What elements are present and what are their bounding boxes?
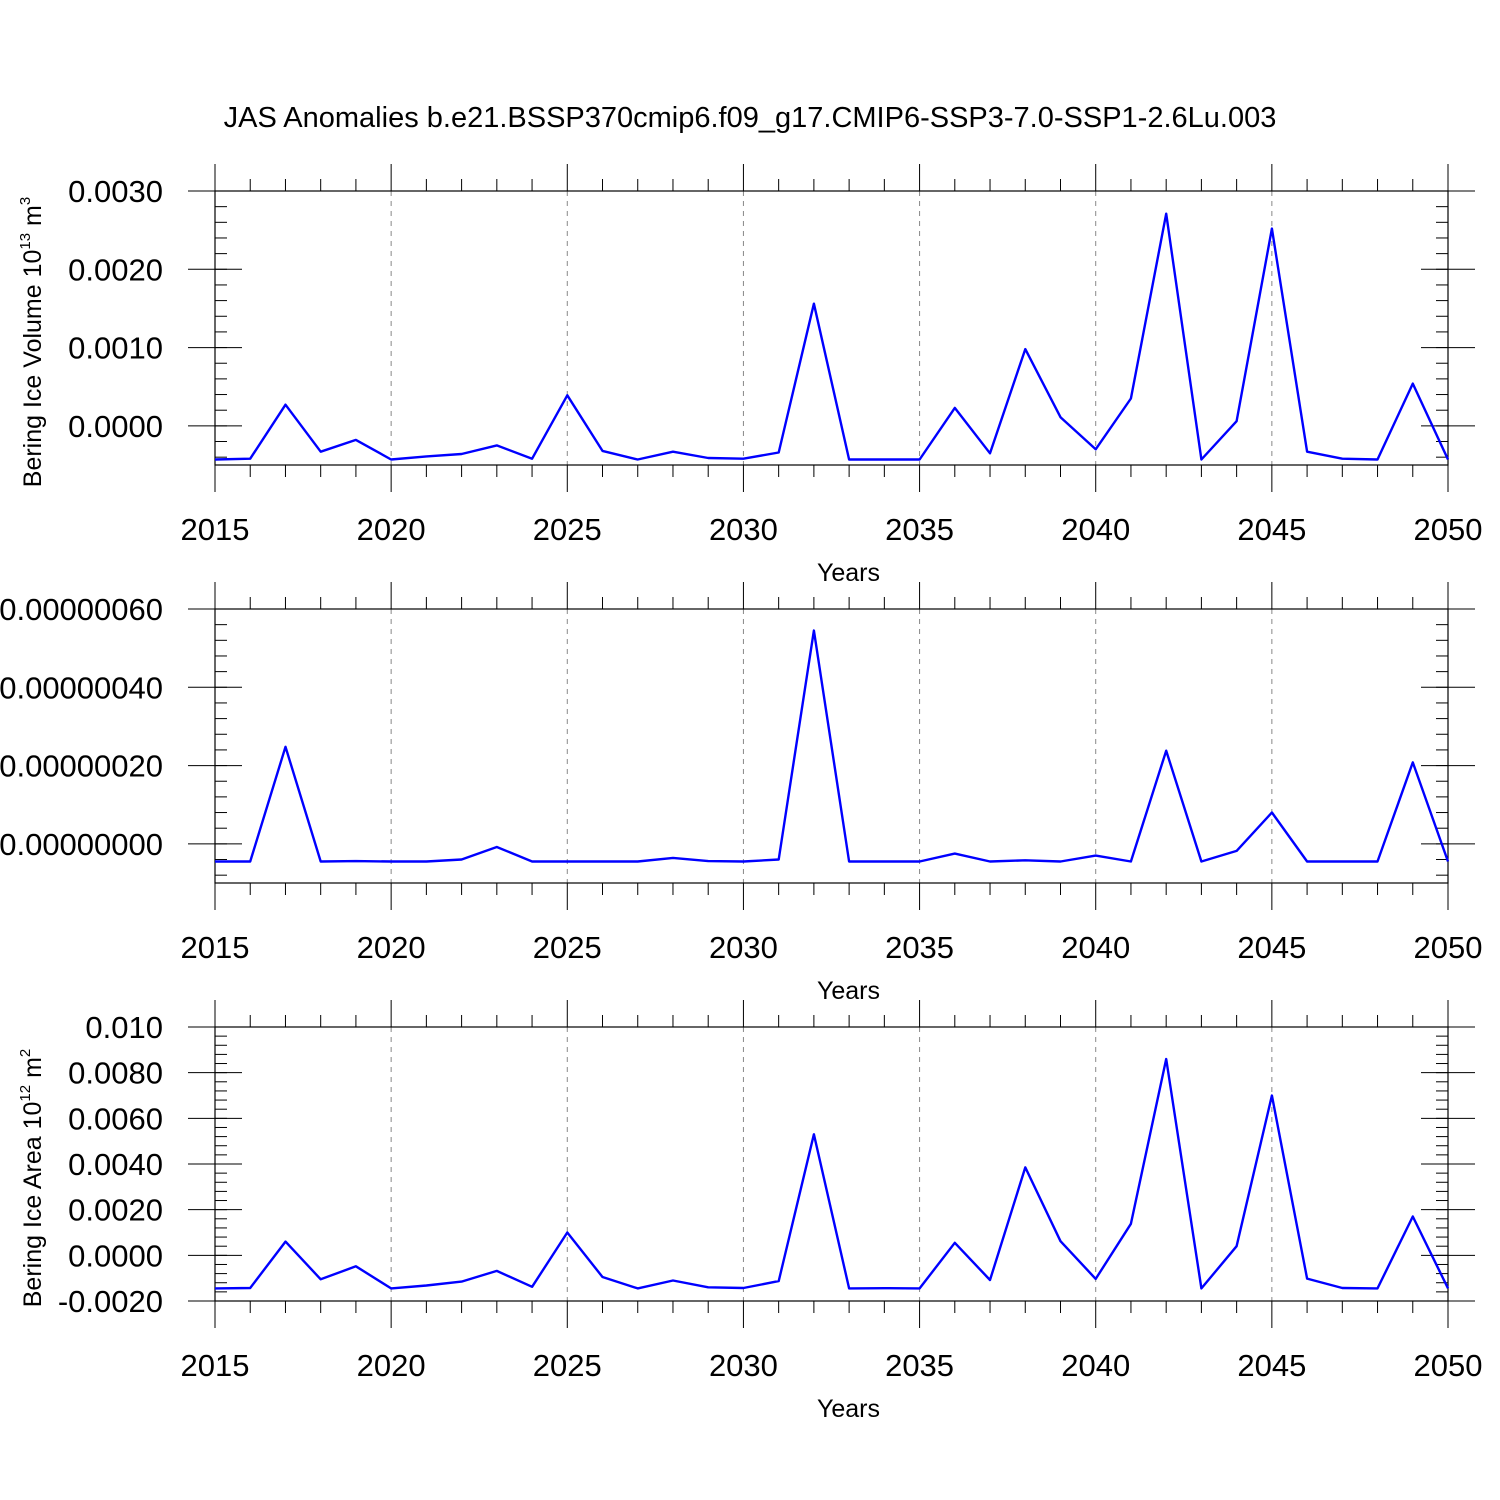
y-tick-label: 0.00000000 bbox=[0, 827, 163, 862]
x-tick-label: 2040 bbox=[1061, 512, 1130, 547]
panel-bering-ice-area: 2015 2020 2025 2030 2035 2040 2045 2050 -0.0020 0… bbox=[17, 1000, 1482, 1423]
x-tick-label: 2015 bbox=[181, 1348, 250, 1383]
y-tick-label: 0.0000 bbox=[68, 409, 163, 444]
x-tick-label: 2045 bbox=[1237, 512, 1306, 547]
plot-frame bbox=[214, 608, 1449, 884]
plot-frame bbox=[214, 1026, 1449, 1302]
y-tick-label: 0.0000 bbox=[68, 1238, 163, 1273]
x-tick-label: 2050 bbox=[1414, 1348, 1483, 1383]
series-line bbox=[214, 212, 1450, 461]
y-tick-label: 0.0060 bbox=[68, 1101, 163, 1136]
x-axis-label: Years bbox=[817, 559, 880, 587]
chart-title: JAS Anomalies b.e21.BSSP370cmip6.f09_g17… bbox=[224, 102, 1277, 134]
x-tick-label: 2025 bbox=[533, 930, 602, 965]
y-axis-label: Bering Ice Area 1012 m2 bbox=[17, 1049, 47, 1308]
panel-bering-ice-middle: 2015 2020 2025 2030 2035 2040 2045 2050 0.000000… bbox=[0, 582, 1482, 1005]
plot-frame bbox=[214, 190, 1449, 466]
y-tick-label: 0.00000060 bbox=[0, 592, 163, 627]
y-tick-label: 0.0020 bbox=[68, 252, 163, 287]
y-tick-label: -0.0020 bbox=[58, 1284, 163, 1319]
x-tick-label: 2025 bbox=[533, 512, 602, 547]
x-tick-label: 2030 bbox=[709, 512, 778, 547]
y-tick-label: 0.010 bbox=[85, 1010, 163, 1045]
x-tick-label: 2050 bbox=[1414, 512, 1483, 547]
x-tick-label: 2015 bbox=[181, 512, 250, 547]
x-tick-label: 2045 bbox=[1237, 930, 1306, 965]
panel-bering-ice-volume: 2015 2020 2025 2030 2035 2040 2045 2050 0.0000 0.… bbox=[17, 164, 1482, 587]
x-tick-label: 2020 bbox=[357, 1348, 426, 1383]
y-tick-label: 0.0040 bbox=[68, 1147, 163, 1182]
x-tick-label: 2035 bbox=[885, 512, 954, 547]
x-tick-label: 2035 bbox=[885, 1348, 954, 1383]
y-tick-label: 0.0080 bbox=[68, 1056, 163, 1091]
y-tick-label: 0.0020 bbox=[68, 1193, 163, 1228]
x-axis-label: Years bbox=[817, 1395, 880, 1423]
x-tick-label: 2035 bbox=[885, 930, 954, 965]
y-axis-label: Bering Ice Volume 1013 m3 bbox=[17, 197, 47, 487]
y-tick-label: 0.0030 bbox=[68, 174, 163, 209]
x-tick-label: 2020 bbox=[357, 930, 426, 965]
x-tick-label: 2045 bbox=[1237, 1348, 1306, 1383]
x-tick-label: 2030 bbox=[709, 930, 778, 965]
y-tick-label: 0.0010 bbox=[68, 331, 163, 366]
x-tick-label: 2040 bbox=[1061, 1348, 1130, 1383]
x-tick-label: 2015 bbox=[181, 930, 250, 965]
y-tick-label: 0.00000020 bbox=[0, 749, 163, 784]
y-tick-label: 0.00000040 bbox=[0, 670, 163, 705]
x-tick-label: 2040 bbox=[1061, 930, 1130, 965]
x-tick-label: 2030 bbox=[709, 1348, 778, 1383]
x-tick-label: 2025 bbox=[533, 1348, 602, 1383]
x-axis-label: Years bbox=[817, 977, 880, 1005]
series-line bbox=[214, 1057, 1450, 1290]
x-tick-label: 2020 bbox=[357, 512, 426, 547]
x-tick-label: 2050 bbox=[1414, 930, 1483, 965]
series-line bbox=[215, 629, 1450, 863]
